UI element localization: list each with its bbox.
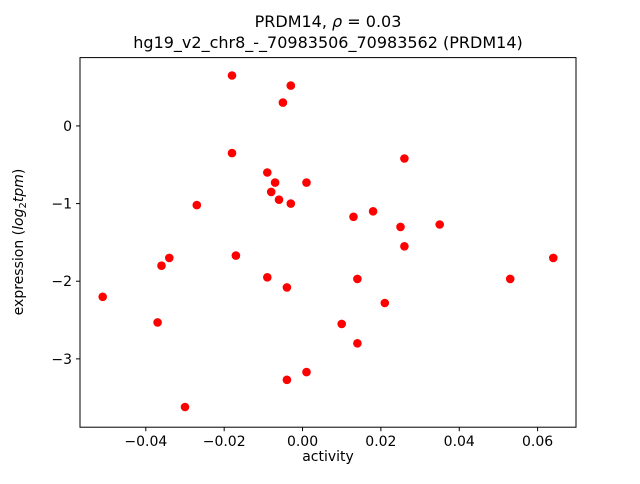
y-tick-label: −3 [51, 352, 72, 368]
y-axis-label: expression (log2tpm) [11, 169, 29, 316]
data-point [263, 273, 272, 282]
y-axis-label-log: log [11, 208, 27, 229]
chart-subtitle: hg19_v2_chr8_-_70983506_70983562 (PRDM14… [133, 33, 522, 53]
data-point [549, 253, 558, 263]
data-point [337, 319, 347, 329]
x-tick-label: −0.02 [203, 434, 246, 450]
data-point [349, 212, 358, 222]
chart-title-prefix: PRDM14, [255, 12, 332, 31]
data-point [278, 98, 288, 107]
data-point [263, 168, 272, 177]
points [98, 71, 558, 412]
chart-title: PRDM14, ρ = 0.03 [255, 12, 402, 31]
y-axis-label-sub: 2 [18, 202, 29, 208]
x-tick-label: −0.04 [124, 434, 167, 450]
ticks: −0.04 −0.02 0.00 0.02 0.04 0.06 0 −1 −2 −3 [51, 119, 553, 450]
data-point [274, 195, 284, 204]
data-point [380, 298, 390, 308]
y-tick-label: −2 [51, 274, 72, 290]
data-point [153, 318, 162, 327]
y-tick-label: −1 [51, 197, 72, 213]
data-point [231, 251, 241, 260]
y-axis-label-prefix: expression ( [11, 230, 27, 315]
data-point [270, 178, 280, 187]
data-point [396, 222, 405, 232]
data-point [157, 261, 166, 271]
data-point [227, 148, 237, 158]
data-point [400, 154, 409, 163]
data-point [192, 200, 202, 210]
data-point [435, 220, 445, 229]
data-point [302, 178, 311, 187]
data-point [165, 253, 174, 263]
data-point [505, 274, 515, 284]
data-point [400, 242, 409, 251]
data-point [98, 292, 107, 302]
x-tick-label: 0.04 [444, 434, 475, 450]
x-tick-label: 0.06 [522, 434, 553, 450]
data-point [286, 199, 296, 208]
data-point [266, 187, 276, 197]
data-point [282, 283, 292, 292]
data-point [227, 71, 237, 80]
x-tick-label: 0.00 [287, 434, 318, 450]
x-tick-label: 0.02 [365, 434, 396, 450]
data-point [368, 207, 378, 216]
data-point [180, 402, 190, 412]
data-point [353, 339, 362, 348]
x-axis-label: activity [302, 449, 354, 465]
y-axis-label-close: ) [11, 169, 27, 174]
y-tick-label: 0 [63, 119, 72, 135]
data-point [353, 274, 362, 284]
chart-title-rho: ρ [332, 12, 342, 31]
axes-frame [79, 57, 577, 428]
data-point [302, 367, 311, 377]
data-point [282, 375, 292, 385]
chart-title-suffix: = 0.03 [342, 12, 401, 31]
y-axis-label-var: tpm [11, 174, 27, 202]
data-point [286, 81, 296, 90]
